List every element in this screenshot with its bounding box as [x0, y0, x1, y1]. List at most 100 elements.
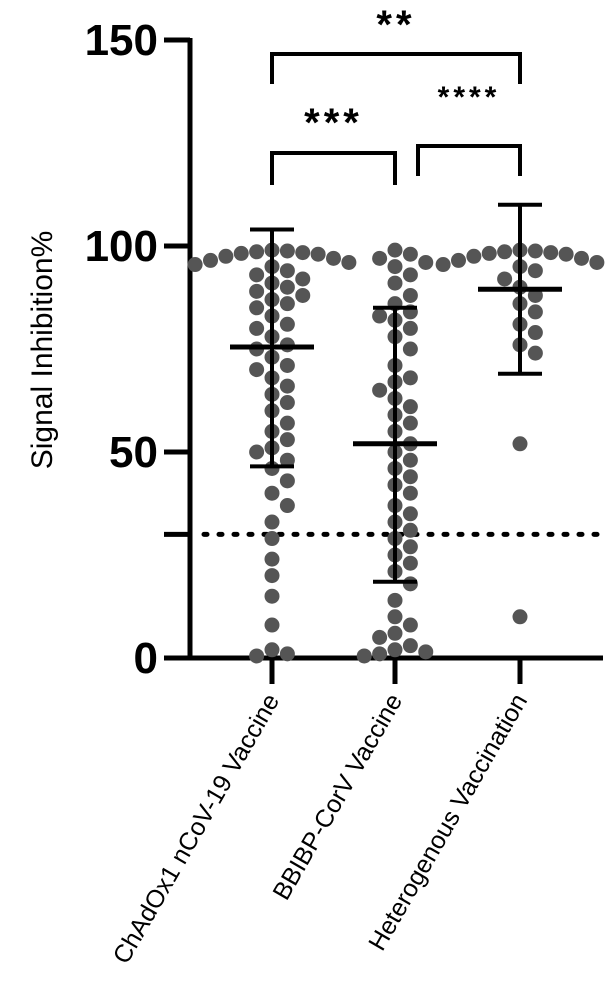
data-point	[466, 248, 482, 264]
data-point	[402, 452, 418, 468]
data-point	[512, 609, 528, 625]
data-point	[527, 325, 543, 341]
data-point	[264, 531, 280, 547]
data-point	[264, 642, 280, 658]
data-point	[249, 267, 265, 283]
data-point	[249, 320, 265, 336]
data-point	[402, 539, 418, 555]
data-point	[218, 248, 234, 264]
data-point	[372, 629, 388, 645]
data-point	[264, 485, 280, 501]
data-point	[527, 243, 543, 259]
data-point	[387, 275, 403, 291]
category-label: BBIBP-CorV Vaccine	[267, 689, 408, 905]
data-point	[418, 254, 434, 270]
data-point	[279, 452, 295, 468]
data-point	[402, 370, 418, 386]
data-point	[402, 485, 418, 501]
data-point	[310, 246, 326, 262]
data-point	[481, 245, 497, 261]
data-point	[402, 267, 418, 283]
data-point	[279, 263, 295, 279]
data-point	[418, 644, 434, 660]
data-point	[279, 296, 295, 312]
y-axis: 0 50 100 150	[85, 16, 193, 683]
data-point	[249, 300, 265, 316]
data-points	[187, 242, 605, 664]
data-point	[279, 378, 295, 394]
data-point	[435, 257, 451, 273]
data-point	[249, 648, 265, 664]
data-point	[497, 244, 513, 260]
data-point	[295, 271, 311, 287]
data-point	[279, 646, 295, 662]
data-point	[187, 257, 203, 273]
data-point	[279, 357, 295, 373]
data-point	[326, 250, 341, 266]
data-point	[203, 252, 218, 268]
data-point	[279, 279, 295, 295]
data-point	[295, 287, 311, 303]
data-point	[527, 304, 543, 320]
data-point	[279, 432, 295, 448]
data-point	[402, 506, 418, 522]
data-point	[402, 522, 418, 538]
data-point	[402, 341, 418, 357]
data-point	[249, 362, 265, 378]
data-point	[402, 555, 418, 571]
data-point	[402, 617, 418, 633]
data-point	[279, 473, 295, 489]
significance-bracket	[416, 144, 522, 176]
data-point	[264, 588, 280, 604]
data-point	[279, 395, 295, 411]
data-point	[497, 271, 513, 287]
data-point	[527, 263, 543, 279]
data-point	[372, 308, 388, 324]
data-point	[387, 642, 403, 658]
data-point	[402, 469, 418, 485]
y-axis-label: Signal Inhibition%	[26, 231, 59, 470]
data-point	[341, 254, 357, 270]
data-point	[372, 250, 388, 266]
y-tick-label: 0	[134, 634, 158, 683]
data-point	[451, 252, 466, 268]
data-point	[387, 592, 403, 608]
significance-bracket	[270, 52, 522, 84]
data-point	[402, 415, 418, 431]
data-point	[527, 345, 543, 361]
y-tick-label: 100	[85, 222, 158, 271]
significance-label: ***	[304, 101, 363, 145]
data-point	[264, 514, 280, 530]
data-point	[233, 245, 249, 261]
data-point	[249, 244, 265, 260]
data-point	[574, 250, 589, 266]
data-point	[279, 498, 295, 514]
y-tick-label: 150	[85, 16, 158, 65]
data-point	[295, 245, 311, 261]
data-point	[279, 243, 295, 259]
data-point	[512, 436, 528, 452]
error-bars	[230, 202, 562, 584]
data-point	[402, 576, 418, 592]
data-point	[249, 444, 265, 460]
data-point	[543, 245, 559, 261]
data-point	[387, 625, 403, 641]
data-point	[264, 617, 280, 633]
x-axis	[188, 655, 603, 684]
data-point	[279, 415, 295, 431]
data-point	[356, 648, 372, 664]
significance-bracket	[270, 151, 397, 185]
data-point	[264, 568, 280, 584]
data-point	[372, 382, 388, 398]
data-point	[249, 283, 265, 299]
data-point	[279, 316, 295, 332]
data-point	[387, 259, 403, 275]
significance-label: ****	[438, 81, 501, 114]
data-point	[372, 646, 388, 662]
data-point	[402, 638, 418, 654]
data-point	[387, 609, 403, 625]
data-point	[264, 551, 280, 567]
data-point	[402, 246, 418, 262]
